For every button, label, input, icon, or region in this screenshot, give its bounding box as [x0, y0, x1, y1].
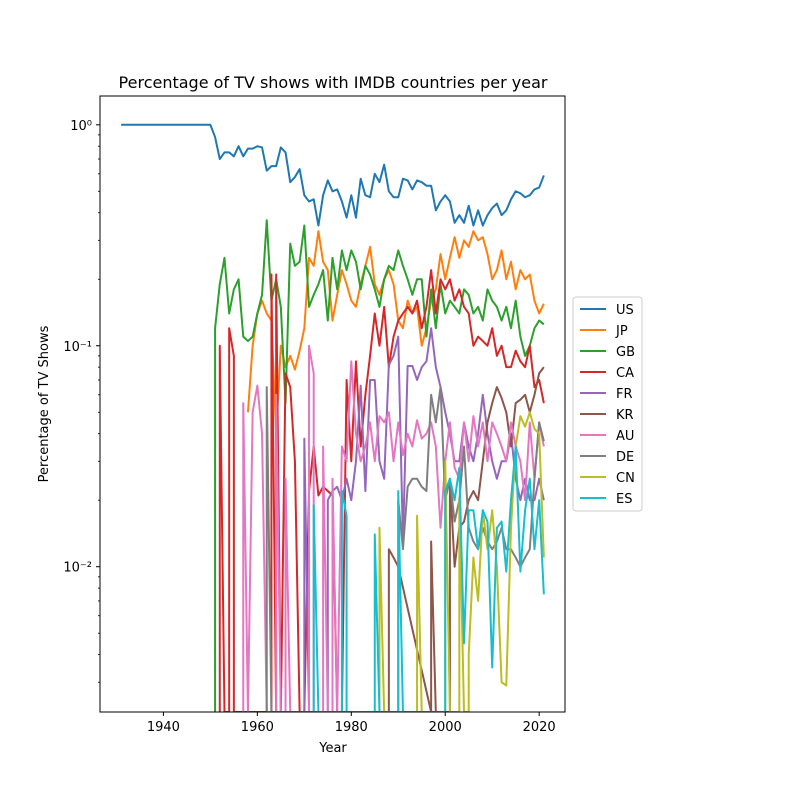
legend-item: JP: [580, 324, 628, 339]
series-line-fr: [303, 327, 545, 712]
legend: US JP GB CA FR KR AU DE CN ES: [572, 296, 643, 512]
series-line-gb: [214, 219, 545, 712]
y-axis: 10⁻² 10⁻¹ 10⁰: [63, 119, 100, 683]
legend-item: ES: [580, 492, 632, 507]
x-tick-label: 1980: [335, 720, 368, 735]
series-line-jp: [246, 230, 545, 435]
legend-label: JP: [615, 324, 628, 339]
series-line-us: [121, 123, 545, 227]
legend-label: FR: [616, 387, 633, 402]
legend-item: GB: [580, 345, 635, 360]
legend-item: FR: [580, 387, 633, 402]
x-tick-label: 1960: [241, 720, 274, 735]
series-line-ca: [218, 269, 545, 712]
y-tick-label: 10⁰: [70, 119, 92, 134]
y-tick-label: 10⁻²: [63, 561, 92, 576]
series-line-es: [312, 445, 545, 712]
series-line-de: [265, 386, 545, 712]
legend-item: AU: [580, 429, 634, 444]
chart-title: Percentage of TV shows with IMDB countri…: [119, 73, 548, 92]
legend-item: CN: [580, 471, 635, 486]
legend-label: US: [616, 303, 634, 318]
x-tick-label: 1940: [147, 720, 180, 735]
x-axis: 1940 1960 1980 2000 2020: [147, 712, 556, 735]
y-axis-label: Percentage of TV Shows: [37, 325, 52, 482]
series-line-kr: [387, 366, 545, 712]
x-tick-label: 2020: [523, 720, 556, 735]
legend-label: ES: [616, 492, 632, 507]
legend-item: US: [580, 303, 634, 318]
x-axis-label: Year: [318, 741, 347, 756]
legend-label: AU: [616, 429, 634, 444]
x-tick-label: 2000: [429, 720, 462, 735]
y-tick-label: 10⁻¹: [63, 340, 92, 355]
legend-item: KR: [580, 408, 634, 423]
series-line-au: [242, 344, 545, 712]
legend-label: CA: [616, 366, 634, 381]
legend-item: DE: [580, 450, 634, 465]
legend-label: GB: [616, 345, 635, 360]
legend-label: KR: [616, 408, 634, 423]
legend-label: CN: [616, 471, 635, 486]
plot-area: [121, 123, 545, 712]
plot-frame: [99, 95, 566, 713]
legend-label: DE: [616, 450, 634, 465]
legend-item: CA: [580, 366, 634, 381]
series-line-cn: [378, 411, 545, 712]
